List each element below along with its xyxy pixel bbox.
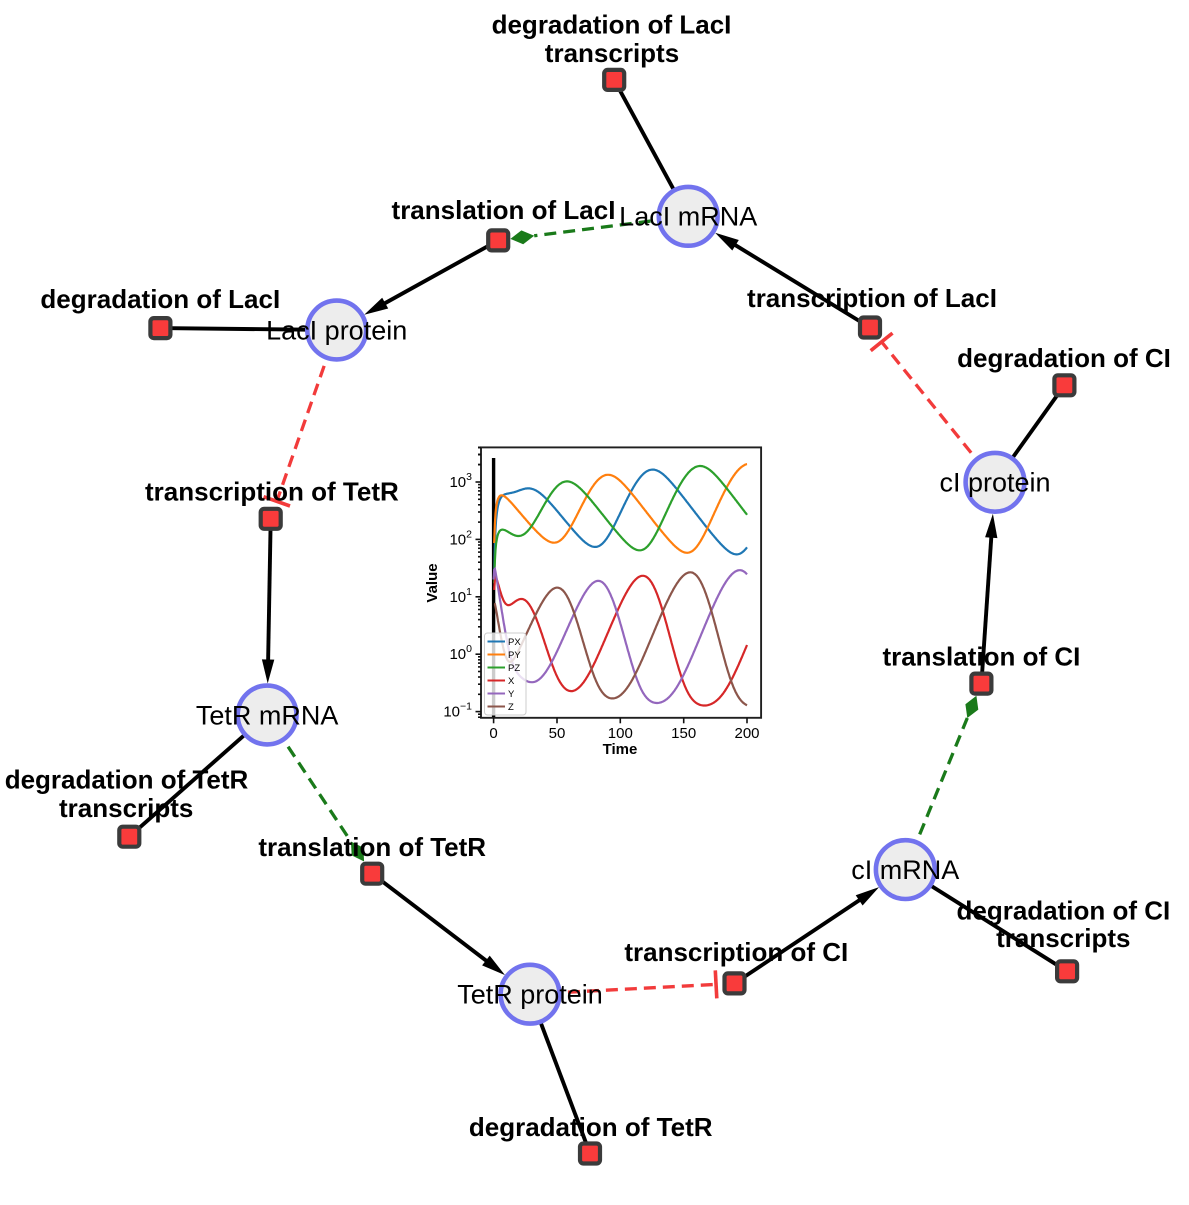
- svg-text:transcription of CI: transcription of CI: [624, 937, 848, 967]
- svg-text:degradation of TetR: degradation of TetR: [5, 765, 249, 795]
- svg-text:PX: PX: [508, 637, 521, 648]
- svg-text:cI mRNA: cI mRNA: [851, 855, 959, 885]
- svg-text:degradation of LacI: degradation of LacI: [492, 9, 732, 39]
- svg-text:200: 200: [734, 725, 759, 742]
- svg-text:transcription of TetR: transcription of TetR: [145, 476, 399, 506]
- svg-text:Z: Z: [508, 702, 514, 713]
- svg-text:0: 0: [489, 725, 497, 742]
- svg-text:Y: Y: [508, 689, 515, 700]
- svg-text:50: 50: [549, 725, 566, 742]
- svg-text:LacI protein: LacI protein: [266, 315, 407, 345]
- svg-text:translation of TetR: translation of TetR: [258, 832, 486, 862]
- svg-text:100: 100: [608, 725, 633, 742]
- svg-text:Value: Value: [424, 563, 441, 602]
- svg-text:150: 150: [671, 725, 696, 742]
- svg-text:degradation of TetR: degradation of TetR: [469, 1112, 713, 1142]
- svg-text:PZ: PZ: [508, 663, 520, 674]
- svg-text:transcripts: transcripts: [545, 38, 679, 68]
- svg-text:cI protein: cI protein: [939, 468, 1050, 498]
- svg-text:transcription of LacI: transcription of LacI: [747, 283, 997, 313]
- svg-text:Time: Time: [603, 741, 638, 758]
- svg-text:transcripts: transcripts: [996, 923, 1130, 953]
- svg-text:X: X: [508, 676, 515, 687]
- svg-text:TetR protein: TetR protein: [457, 980, 603, 1010]
- svg-text:transcripts: transcripts: [59, 793, 193, 823]
- svg-text:degradation of CI: degradation of CI: [957, 343, 1171, 373]
- svg-text:translation of LacI: translation of LacI: [392, 195, 616, 225]
- svg-text:LacI mRNA: LacI mRNA: [619, 202, 757, 232]
- svg-text:degradation of CI: degradation of CI: [957, 896, 1171, 926]
- svg-text:PY: PY: [508, 650, 521, 661]
- svg-text:degradation of LacI: degradation of LacI: [40, 284, 280, 314]
- svg-text:TetR mRNA: TetR mRNA: [196, 700, 339, 730]
- svg-text:translation of CI: translation of CI: [882, 641, 1080, 671]
